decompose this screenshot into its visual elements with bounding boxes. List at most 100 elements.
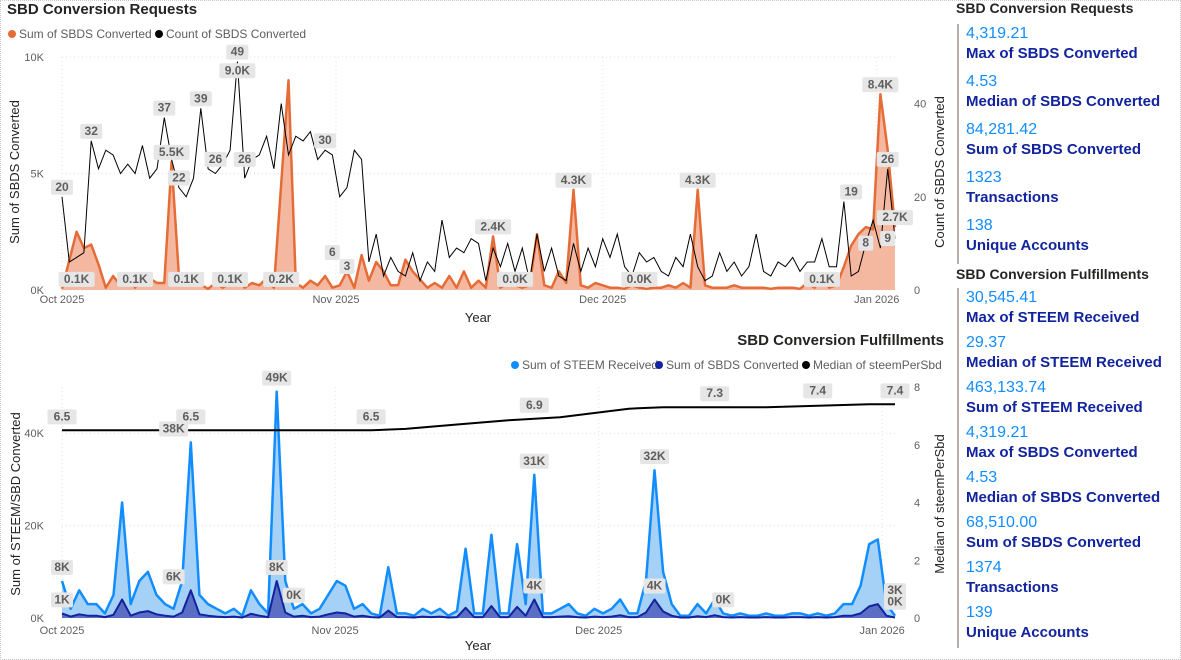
data-label: 8 — [862, 236, 869, 250]
fulfillments-y2-axis-title: Median of steemPerSbd — [932, 434, 947, 573]
data-label: 8K — [269, 560, 285, 574]
kpi-card[interactable]: 68,510.00 Sum of SBDS Converted — [966, 513, 1162, 558]
fulfillments-x-axis-title: Year — [465, 638, 492, 653]
kpi-card[interactable]: 138 Unique Accounts — [966, 216, 1160, 264]
kpi-card[interactable]: 463,133.74 Sum of STEEM Received — [966, 378, 1162, 423]
kpi-card[interactable]: 4.53 Median of SBDS Converted — [966, 468, 1162, 513]
kpi-card[interactable]: 4.53 Median of SBDS Converted — [966, 72, 1160, 120]
requests-y-axis-title: Sum of SBDS Converted — [7, 100, 22, 244]
data-label-bg — [162, 569, 185, 585]
data-label: 8K — [54, 560, 70, 574]
kpi-value: 30,545.41 — [966, 289, 1038, 306]
fulfillments-y-axis-title: Sum of STEEM/SBD Converted — [8, 412, 23, 596]
kpi-value: 68,510.00 — [966, 514, 1038, 531]
data-label-bg — [176, 409, 206, 425]
data-label: 6K — [166, 569, 182, 583]
data-label-bg — [519, 397, 549, 413]
data-label: 4K — [647, 579, 663, 593]
data-label-bg — [880, 383, 910, 399]
kpi-panel: SBD Conversion Requests 4,319.21 Max of … — [948, 0, 1181, 660]
kpi-value: 4.53 — [966, 73, 998, 90]
legend-sum-steem-received[interactable]: Sum of STEEM Received — [522, 358, 658, 372]
data-label: 39 — [194, 91, 208, 105]
data-label: 6.9 — [526, 398, 543, 412]
data-label: 0.1K — [174, 272, 200, 286]
legend-sum-sbds[interactable]: Sum of SBDS Converted — [19, 27, 152, 41]
data-label-bg — [555, 172, 592, 188]
requests-y2-axis-title: Count of SBDS Converted — [932, 96, 947, 248]
kpi-card[interactable]: 4,319.21 Max of SBDS Converted — [966, 423, 1162, 468]
data-label-bg — [884, 594, 906, 610]
kpi-card[interactable]: 4,319.21 Max of SBDS Converted — [966, 24, 1160, 72]
kpi-card[interactable]: 139 Unique Accounts — [966, 603, 1162, 648]
data-label: 49K — [266, 371, 288, 385]
data-label-bg — [862, 77, 899, 93]
data-label: 9 — [884, 231, 891, 245]
data-label: 3K — [887, 583, 903, 597]
kpi-fulfillments-title: SBD Conversion Fulfillments — [956, 266, 1149, 282]
kpi-label: Max of SBDS Converted — [966, 444, 1138, 461]
data-label-bg — [621, 271, 658, 287]
data-label: 4K — [527, 579, 543, 593]
series-line-median-steempersbd[interactable] — [62, 403, 895, 432]
data-label-bg — [58, 271, 95, 287]
kpi-card[interactable]: 1323 Transactions — [966, 168, 1160, 216]
kpi-value: 4.53 — [966, 469, 998, 486]
data-label: 2.4K — [480, 219, 506, 233]
data-label: 0K — [716, 592, 732, 606]
kpi-label: Median of SBDS Converted — [966, 489, 1161, 506]
y2-tick-label: 2 — [914, 555, 920, 567]
data-label-bg — [153, 144, 190, 160]
data-label: 0K — [286, 588, 302, 602]
legend-median-steempersbd[interactable]: Median of steemPerSbd — [813, 358, 942, 372]
data-label-bg — [877, 210, 913, 226]
fulfillments-data-labels: 6.5 6.5 6.5 6.9 7.3 7.4 7.4 49K 38K 31K 32K 8K 1K 6K 8… — [47, 370, 910, 610]
data-label: 0.0K — [502, 272, 528, 286]
data-label: 22 — [172, 170, 186, 184]
data-label: 0.0K — [627, 272, 653, 286]
kpi-value: 4,319.21 — [966, 25, 1029, 42]
kpi-card[interactable]: 84,281.42 Sum of SBDS Converted — [966, 120, 1160, 168]
data-label: 6.5 — [363, 409, 380, 423]
fulfillments-y-axis: 0K 20K 40K — [24, 428, 44, 625]
series-line-sum-steem-received[interactable] — [60, 390, 897, 617]
data-label-bg — [523, 578, 546, 594]
kpi-value: 138 — [966, 217, 993, 234]
kpi-card[interactable]: 29.37 Median of STEEM Received — [966, 333, 1162, 378]
kpi-label: Transactions — [966, 189, 1059, 206]
data-label-bg — [884, 583, 906, 599]
kpi-value: 1323 — [966, 169, 1002, 186]
data-label: 32 — [85, 124, 99, 138]
kpi-label: Median of SBDS Converted — [966, 93, 1161, 110]
data-label-bg — [679, 172, 716, 188]
data-label: 6 — [329, 245, 336, 259]
data-label-bg — [324, 245, 340, 261]
data-label-bg — [153, 100, 176, 116]
legend-count-sbds[interactable]: Count of SBDS Converted — [166, 27, 306, 41]
data-label-bg — [159, 421, 189, 437]
kpi-card[interactable]: 30,545.41 Max of STEEM Received — [966, 288, 1162, 333]
data-label-bg — [858, 235, 874, 251]
y-tick-label: 40K — [24, 428, 44, 440]
kpi-requests-title: SBD Conversion Requests — [956, 0, 1134, 16]
kpi-label: Unique Accounts — [966, 237, 1089, 254]
y2-tick-label: 6 — [914, 440, 920, 452]
data-label-bg — [265, 560, 288, 576]
y2-tick-label: 40 — [914, 99, 926, 111]
data-label: 20 — [55, 180, 69, 194]
y2-tick-label: 20 — [914, 192, 926, 204]
requests-chart-title: SBD Conversion Requests — [7, 1, 197, 18]
data-label-bg — [168, 271, 205, 287]
x-tick-label: Oct 2025 — [40, 625, 85, 637]
y-tick-label: 5K — [31, 169, 45, 181]
series-line-sum-sbds-converted[interactable] — [61, 580, 896, 619]
kpi-value: 139 — [966, 604, 993, 621]
kpi-label: Sum of SBDS Converted — [966, 141, 1142, 158]
data-label-bg — [51, 560, 73, 576]
legend-sum-sbds-converted[interactable]: Sum of SBDS Converted — [666, 358, 799, 372]
data-label-bg — [497, 271, 534, 287]
data-label-bg — [519, 453, 549, 469]
kpi-card[interactable]: 1374 Transactions — [966, 558, 1162, 603]
series-line-count-sbds-converted[interactable] — [61, 61, 896, 283]
data-label: 0.1K — [122, 272, 148, 286]
